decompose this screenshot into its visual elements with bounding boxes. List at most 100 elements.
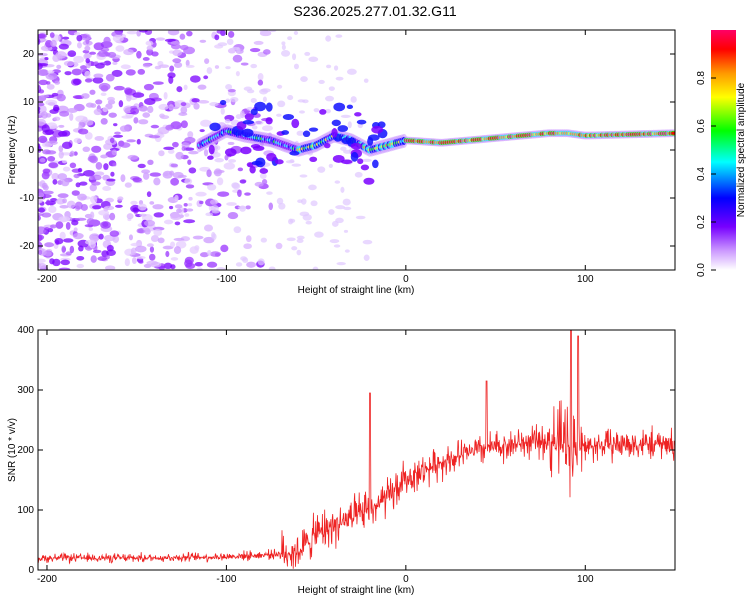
spectrogram-noise-blob — [91, 181, 101, 186]
spectrogram-noise-blob — [89, 51, 97, 55]
spectrogram-noise-blob — [69, 162, 77, 169]
spectrogram-noise-blob — [84, 119, 94, 126]
spectrogram-noise-blob — [162, 170, 173, 179]
spectrogram-noise-blob — [92, 76, 104, 84]
spectrogram-noise-blob — [145, 40, 154, 46]
spectrogram-noise-blob — [50, 224, 57, 229]
spectrogram-xtick-label: 0 — [403, 274, 409, 285]
spectrogram-noise-blob — [251, 125, 258, 130]
spectrogram-noise-blob — [194, 245, 200, 251]
spectrogram-noise-blob — [54, 80, 61, 85]
spectrogram-noise-blob — [185, 184, 195, 189]
spectrogram-ridge-blob — [208, 144, 215, 155]
spectrogram-noise-blob — [38, 249, 43, 256]
spectrogram-noise-blob — [55, 221, 64, 229]
spectrogram-noise-blob — [289, 159, 295, 163]
spectrogram-noise-blob — [286, 237, 296, 242]
spectrogram-noise-blob — [109, 137, 115, 144]
spectrogram-noise-blob — [235, 262, 243, 267]
spectrogram-noise-blob — [313, 108, 320, 113]
spectrogram-noise-blob — [38, 33, 47, 39]
spectrogram-noise-blob — [305, 220, 312, 225]
spectrogram-noise-blob — [143, 263, 152, 268]
spectrogram-ridge-blob — [331, 128, 338, 138]
spectrogram-noise-blob — [188, 196, 193, 201]
spectrogram-noise-blob — [152, 204, 164, 210]
spectrogram-noise-blob — [300, 76, 308, 82]
spectrogram-noise-blob — [148, 253, 156, 261]
spectrogram-noise-blob — [167, 30, 180, 36]
spectrogram-noise-blob — [38, 154, 41, 158]
spectrogram-noise-blob — [209, 251, 222, 257]
spectrogram-noise-blob — [38, 110, 41, 114]
spectrogram-noise-blob — [318, 79, 325, 85]
spectrogram-noise-blob — [184, 178, 193, 185]
spectrogram-noise-blob — [350, 96, 357, 103]
spectrogram-noise-blob — [54, 237, 64, 245]
spectrogram-noise-blob — [56, 93, 66, 102]
spectrogram-noise-blob — [312, 266, 319, 270]
snr-ytick-label: 200 — [17, 445, 34, 456]
spectrogram-noise-blob — [170, 163, 178, 168]
spectrogram-noise-blob — [299, 211, 310, 217]
spectrogram-noise-blob — [180, 120, 188, 129]
spectrogram-ridge-blob — [255, 157, 266, 168]
spectrogram-noise-blob — [95, 162, 103, 170]
spectrogram-ridge-blob — [281, 130, 290, 135]
spectrogram-noise-blob — [205, 212, 214, 217]
spectrogram-ridge-blob — [291, 118, 300, 129]
snr-ylabel: SNR (10 * v/v) — [7, 418, 18, 482]
spectrogram-noise-blob — [126, 213, 134, 220]
spectrogram-noise-blob — [73, 151, 78, 156]
spectrogram-noise-blob — [233, 226, 242, 234]
spectrogram-noise-blob — [53, 107, 60, 112]
spectrogram-noise-blob — [126, 139, 136, 143]
spectrogram-noise-blob — [197, 84, 207, 90]
spectrogram-noise-blob — [153, 177, 161, 186]
spectrogram-noise-blob — [243, 243, 252, 250]
spectrogram-noise-blob — [335, 205, 346, 210]
spectrogram-ytick-label: 10 — [23, 97, 35, 108]
spectrogram-ridge-blob — [367, 136, 374, 146]
spectrogram-noise-blob — [254, 120, 264, 125]
spectrogram-noise-blob — [163, 262, 173, 270]
spectrogram-noise-blob — [168, 104, 174, 111]
spectrogram-ridge-blob — [302, 130, 311, 138]
spectrogram-noise-blob — [296, 249, 302, 256]
spectrogram-noise-blob — [91, 145, 102, 153]
spectrogram-noise-blob — [123, 49, 134, 56]
spectrogram-noise-blob — [108, 112, 117, 118]
spectrogram-noise-blob — [48, 205, 57, 214]
spectrogram-ridge-blob — [219, 100, 227, 106]
spectrogram-noise-blob — [69, 245, 75, 254]
spectrogram-noise-blob — [194, 262, 203, 267]
spectrogram-noise-blob — [363, 78, 369, 83]
spectrogram-ridge-blob — [371, 125, 384, 134]
spectrogram-noise-blob — [150, 234, 159, 242]
spectrogram-noise-blob — [250, 63, 258, 69]
spectrogram-noise-blob — [85, 58, 91, 64]
spectrogram-noise-blob — [239, 179, 247, 184]
snr-xtick-label: -200 — [37, 574, 57, 585]
spectrogram-noise-blob — [172, 141, 179, 148]
spectrogram-noise-blob — [92, 205, 102, 210]
spectrogram-noise-blob — [146, 260, 159, 266]
spectrogram-noise-blob — [38, 215, 41, 221]
spectrogram-noise-blob — [170, 214, 182, 221]
spectrogram-ridge-blob — [250, 144, 261, 149]
spectrogram-noise-blob — [193, 102, 200, 110]
spectrogram-noise-blob — [226, 202, 237, 206]
spectrogram-noise-blob — [183, 147, 195, 151]
spectrogram-noise-blob — [275, 242, 283, 250]
spectrogram-noise-blob — [259, 173, 267, 179]
spectrogram-noise-blob — [137, 163, 146, 169]
snr-xtick-label: 100 — [577, 574, 594, 585]
spectrogram-noise-blob — [127, 154, 139, 160]
spectrogram-ridge-blob — [331, 119, 341, 127]
spectrogram-noise-blob — [107, 51, 117, 58]
spectrogram-noise-blob — [132, 177, 142, 183]
spectrogram-noise-blob — [47, 70, 55, 74]
spectrogram-noise-blob — [142, 63, 151, 68]
spectrogram-noise-blob — [71, 68, 82, 76]
